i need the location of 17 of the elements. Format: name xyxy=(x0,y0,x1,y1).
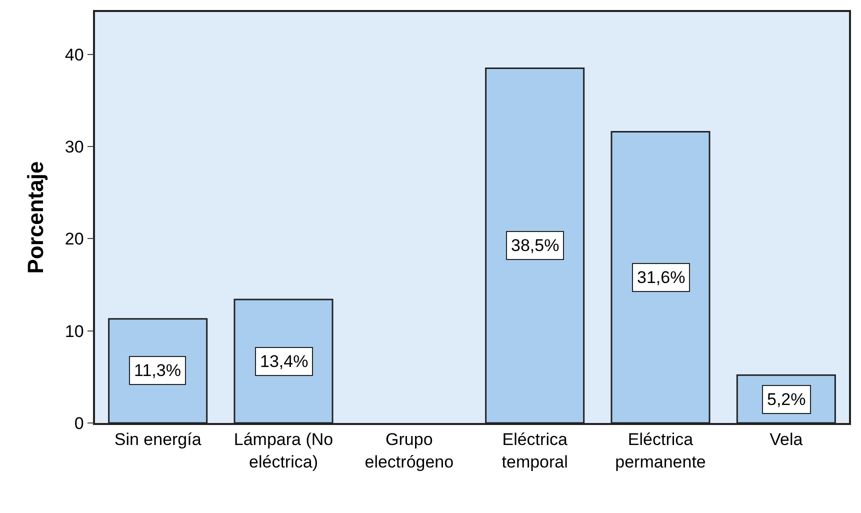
y-tick-label: 0 xyxy=(74,414,84,433)
x-tick-label: Grupo electrógeno xyxy=(364,430,454,472)
y-tick-label: 20 xyxy=(64,230,84,249)
data-label: 11,3% xyxy=(134,361,181,380)
y-tick-label: 30 xyxy=(64,137,84,156)
data-label: 38,5% xyxy=(511,236,560,255)
x-tick-label: Eléctrica temporal xyxy=(502,430,568,472)
data-label: 31,6% xyxy=(637,268,686,287)
x-tick-label: Sin energía xyxy=(114,430,202,450)
data-label: 13,4% xyxy=(260,352,308,371)
y-axis-title: Porcentaje xyxy=(23,161,48,274)
x-tick-label: Eléctrica permanente xyxy=(615,430,706,472)
x-tick-label: Lámpara (No eléctrica) xyxy=(234,430,334,472)
data-label: 5,2% xyxy=(767,390,806,409)
y-tick-label: 40 xyxy=(64,45,84,64)
x-tick-label: Vela xyxy=(770,430,804,450)
y-tick-label: 10 xyxy=(64,322,84,341)
